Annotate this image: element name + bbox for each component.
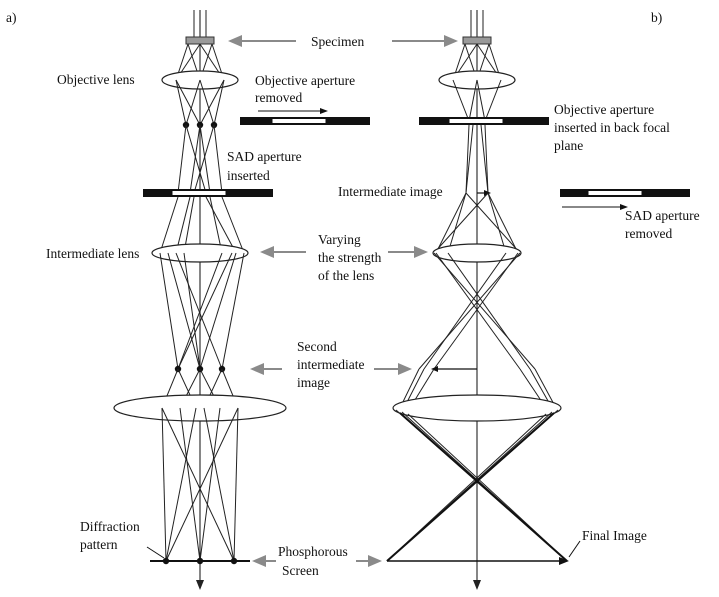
objective-aperture-removed-label-1: Objective aperture: [255, 73, 355, 88]
intermediate-image-label: Intermediate image: [338, 184, 443, 199]
grey-arrow-left-second-image: [250, 363, 264, 375]
specimen-b: [462, 36, 492, 45]
varying-strength-label-1: Varying: [318, 232, 361, 247]
grey-arrow-left-screen: [252, 555, 266, 567]
panel-label-a: a): [6, 10, 17, 25]
projector-lens-a: [113, 394, 287, 422]
sad-aperture-inserted-label-1: SAD aperture: [227, 149, 302, 164]
sad-aperture-opening: [171, 190, 227, 196]
objective-aperture-removed-group: [240, 108, 370, 125]
intermediate-lens-b: [432, 243, 522, 263]
diffraction-pattern-label-1: Diffraction: [80, 519, 140, 534]
final-image-leader: [568, 540, 581, 558]
specimen-a: [185, 36, 215, 45]
objective-aperture-inserted-label-3: plane: [554, 138, 583, 153]
panel-label-b: b): [651, 10, 662, 25]
sad-aperture-removed-label-2: removed: [625, 226, 672, 241]
second-intermediate-label-2: intermediate: [297, 357, 364, 372]
axis-arrowhead-a: [196, 580, 204, 590]
grey-arrow-left-lens: [260, 246, 274, 258]
diffraction-leader-line: [146, 546, 165, 559]
objective-aperture-opening: [448, 118, 504, 124]
projector-lens-b: [392, 394, 562, 422]
sad-aperture-removed-label-1: SAD aperture: [625, 208, 700, 223]
diffraction-pattern-label-2: pattern: [80, 537, 118, 552]
objective-aperture-inserted-label-1: Objective aperture: [554, 102, 654, 117]
column-a-diffraction-mode: [113, 10, 287, 590]
axis-arrowhead-b: [473, 580, 481, 590]
objective-aperture-inserted-label-2: inserted in back focal: [554, 120, 670, 135]
sad-aperture-removed-group: [560, 189, 690, 210]
grey-arrows: [228, 35, 458, 567]
final-image-label: Final Image: [582, 528, 647, 543]
column-b-imaging-mode: [386, 10, 581, 590]
grey-arrow-right-screen: [368, 555, 382, 567]
grey-arrow-left-specimen: [228, 35, 242, 47]
intermediate-lens-label: Intermediate lens: [46, 246, 139, 261]
diffraction-spot-2: [196, 557, 204, 565]
objective-lens-label: Objective lens: [57, 72, 135, 87]
specimen-label: Specimen: [311, 34, 364, 49]
objective-aperture-removed-label-2: removed: [255, 90, 302, 105]
varying-strength-label-2: the strength: [318, 250, 382, 265]
grey-arrow-right-specimen: [444, 35, 458, 47]
grey-arrow-right-lens: [414, 246, 428, 258]
varying-strength-label-3: of the lens: [318, 268, 374, 283]
sad-aperture-inserted-label-2: inserted: [227, 168, 270, 183]
phosphorous-screen-label-1: Phosphorous: [278, 544, 348, 559]
diffraction-spot-1: [162, 557, 170, 565]
grey-arrow-right-second-image: [398, 363, 412, 375]
second-intermediate-label-3: image: [297, 375, 330, 390]
phosphorous-screen-label-2: Screen: [282, 563, 319, 578]
intermediate-lens-a: [151, 243, 249, 263]
labels: a) b) Specimen Objective lens Objective …: [6, 10, 700, 578]
second-intermediate-label-1: Second: [297, 339, 337, 354]
diffraction-spot-3: [230, 557, 238, 565]
